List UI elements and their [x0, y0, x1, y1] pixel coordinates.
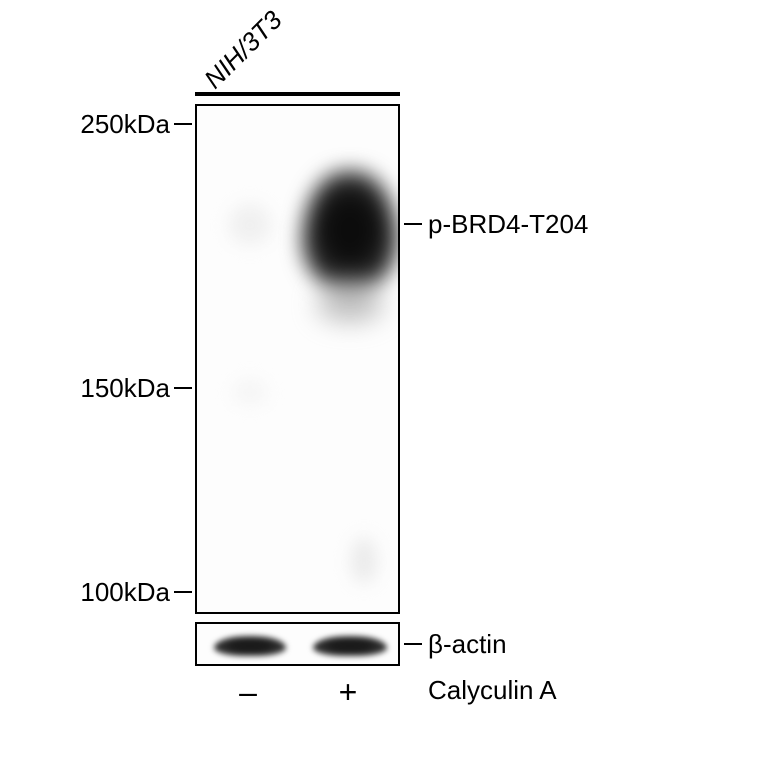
loading-blot-inner — [197, 624, 398, 664]
band — [349, 535, 379, 585]
mw-label: 250kDa — [80, 109, 170, 140]
main-blot-inner — [197, 106, 398, 612]
treatment-symbol: + — [336, 674, 360, 711]
sample-bar — [195, 92, 400, 96]
mw-tick — [174, 123, 192, 125]
target-label: β-actin — [428, 629, 507, 660]
target-tick — [404, 223, 422, 225]
mw-tick — [174, 591, 192, 593]
sample-label: NIH/3T3 — [198, 5, 288, 95]
mw-label: 100kDa — [80, 577, 170, 608]
western-blot-figure: NIH/3T3 250kDa 150kDa 100kDa p-BRD4-T204 β-… — [0, 0, 764, 764]
target-tick — [404, 643, 422, 645]
band — [313, 636, 387, 656]
treatment-symbol: – — [236, 674, 260, 711]
band — [302, 171, 398, 289]
band — [315, 280, 385, 324]
band — [214, 636, 286, 656]
loading-control-blot — [195, 622, 400, 666]
band — [230, 377, 270, 407]
target-label: p-BRD4-T204 — [428, 209, 588, 240]
treatment-name: Calyculin A — [428, 675, 557, 706]
band — [226, 201, 274, 247]
mw-label: 150kDa — [80, 373, 170, 404]
mw-tick — [174, 387, 192, 389]
main-blot — [195, 104, 400, 614]
